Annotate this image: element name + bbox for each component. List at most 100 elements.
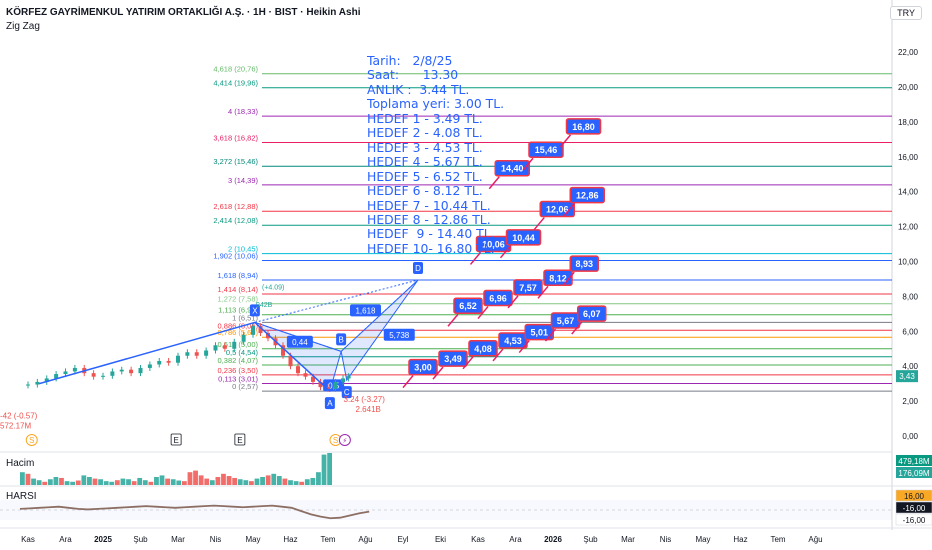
volume-bar [215,477,221,485]
target-pointer [537,285,549,299]
candle [119,369,124,372]
target-pointer [563,271,575,285]
target-value: 12,86 [576,191,599,201]
pattern-point-x [249,304,260,317]
indicator-label[interactable]: Zig Zag [6,21,40,32]
volume-bar [265,475,271,485]
target-value: 5,67 [557,316,575,326]
currency-button[interactable]: TRY [890,6,922,20]
time-axis: Kas Ara 2025 Şub Mar Nis May Haz Tem Ağu Eyl Eki Kas… [21,535,823,544]
volume-bar [159,475,165,485]
y-tick-label: 4,00 [902,362,918,371]
target-value: 16,80 [572,122,595,132]
info-line: HEDEF 4 - 5.67 TL. [367,154,483,170]
target-value: 3,49 [444,354,462,364]
fib-label: 0,113 (3,01) [218,374,258,383]
x-tick-label: May [245,535,260,544]
target-box [513,279,543,296]
target-value: 8,12 [549,273,567,283]
target-pointer [488,176,500,190]
info-box: Tarih: 2/8/25 Saat: 13.30 ANLIK : 3.44 TL.… [367,53,504,256]
volume-bar [59,477,64,485]
target-pointer [533,217,545,231]
candle [129,369,134,374]
target-value: 4,53 [504,336,522,346]
fib-label: 0,236 (3,50) [218,366,259,375]
x-tick-label: Ağu [808,535,822,544]
candle [251,326,255,335]
y-tick-label: 2,00 [902,397,918,406]
earnings-marker [234,433,246,446]
info-line: HEDEF 10- 16.80 TL. [367,240,495,256]
low-annotation-volume: 2.641B [356,405,381,414]
target-pointer [402,375,414,389]
volume-bar [232,477,238,485]
target-value: 6,07 [583,309,601,319]
candle [194,352,199,356]
target-box [498,332,528,349]
target-value: 5,01 [530,328,548,338]
x-tick-label: Haz [733,535,747,544]
target-box [577,305,607,322]
volume-bar [81,475,87,485]
harsi-label: HARSI [6,491,37,502]
candle [241,334,246,342]
target-value: 4,08 [474,344,492,354]
split-icon: S [29,436,34,445]
fib-label: 4 (18,33) [228,107,259,116]
fib-label: 1,113 (6,95) [218,306,258,315]
earnings-marker [170,433,182,446]
fib-label: 2,414 (12,08) [213,216,258,225]
x-tick-label: May [695,535,710,544]
earnings-icon: E [173,436,178,445]
x-tick-label: 2025 [94,535,112,544]
volume-bar [176,480,182,485]
harsi-line [19,504,370,520]
x-tick-label: Mar [621,535,635,544]
candle [26,384,30,386]
target-box [569,255,599,272]
x-tick-label: Haz [283,535,297,544]
candle [296,366,300,374]
fib-label: 4,414 (19,96) [213,79,258,88]
candle [311,376,315,382]
candle [157,360,162,365]
info-line: HEDEF 7 - 10.44 TL. [367,197,491,213]
info-line: HEDEF 9 - 14.40 TL. [367,226,495,242]
volume-bar [64,481,70,485]
volume-bar [276,476,282,485]
target-value: 12,06 [546,205,569,215]
left-annotation: -42 (-0.57) [0,412,38,421]
pattern-point-label: B [338,335,343,344]
x-tick-label: Kas [21,535,35,544]
volume-badge-bg [896,455,932,466]
volume-bar [36,480,42,485]
pattern-ratio: 1,618 [355,306,376,315]
candle [91,373,96,377]
volume-bar [310,477,316,485]
target-box [408,358,438,376]
volume-badge-bg [896,467,932,478]
fib-label: 0,5 (4,54) [226,348,259,357]
harsi-badge: -16,00 [903,504,926,513]
fib-label: 0,382 (4,07) [218,356,259,365]
pattern-point-label: A [327,399,333,408]
volume-bar [148,481,154,485]
target-pointer [492,348,504,362]
x-tick-label: Ara [59,535,72,544]
y-tick-label: 8,00 [902,292,918,301]
fib-label: 0,786 (5,66) [218,328,259,337]
volume-bar [20,472,25,485]
split-icon: S [333,436,338,445]
harsi-pane: 16,00 -16,00 -16,00 [0,489,932,526]
target-box [468,340,498,357]
volume-bar [198,475,204,485]
candle [288,355,293,367]
y-tick-label: 20,00 [898,83,919,92]
target-box [483,289,513,307]
target-box [569,186,605,204]
volume-bar [53,477,59,485]
left-annotation-volume: 572.17M [0,422,31,431]
fib-label: 3,272 (15,46) [213,157,258,166]
